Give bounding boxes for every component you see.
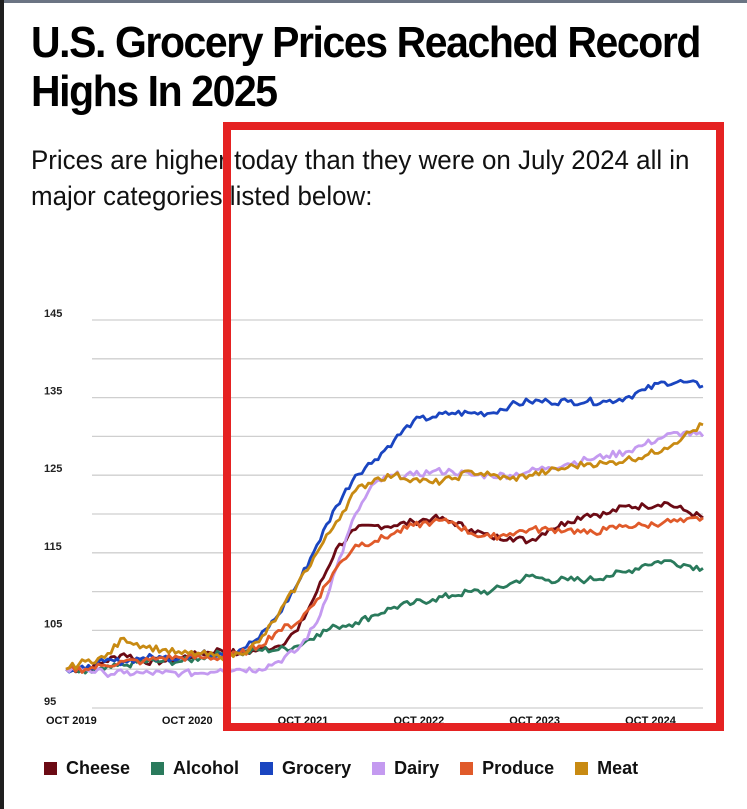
legend-label: Produce	[482, 758, 555, 778]
gridlines	[92, 319, 703, 709]
series-line-alcohol	[65, 559, 704, 675]
legend-item-alcohol: Alcohol	[151, 758, 239, 779]
series-line-dairy	[65, 430, 705, 679]
legend-swatch-produce	[460, 762, 474, 775]
y-tick-label: 125	[44, 463, 62, 475]
legend-item-produce: Produce	[460, 758, 554, 779]
legend-label: Meat	[597, 758, 639, 778]
window-left-edge	[0, 0, 4, 809]
series-line-produce	[65, 515, 704, 674]
legend-item-cheese: Cheese	[44, 758, 130, 779]
legend-swatch-cheese	[44, 762, 57, 775]
y-tick-label: 145	[44, 308, 62, 320]
legend-swatch-dairy	[372, 762, 386, 775]
legend-item-grocery: Grocery	[260, 758, 351, 779]
legend-swatch-alcohol	[151, 762, 165, 775]
y-tick-label: 105	[44, 618, 62, 630]
series-lines	[65, 378, 705, 679]
x-tick-label: OCT 2022	[393, 715, 444, 727]
legend-label: Cheese	[66, 758, 131, 778]
series-line-cheese	[65, 500, 704, 674]
legend-label: Grocery	[282, 758, 352, 778]
legend-label: Dairy	[394, 758, 440, 778]
legend-label: Alcohol	[173, 758, 240, 778]
y-axis-ticks: 95 105 115 125 135 145	[44, 308, 62, 708]
x-tick-label: OCT 2020	[162, 715, 213, 727]
chart-subtitle: Prices are higher today than they were o…	[31, 145, 690, 211]
legend-item-meat: Meat	[575, 758, 638, 779]
x-tick-label: OCT 2024	[625, 715, 677, 727]
chart-title: U.S. Grocery Prices Reached Record Highs…	[31, 18, 701, 116]
x-tick-label: OCT 2023	[509, 715, 560, 727]
series-line-meat	[65, 422, 704, 671]
legend-item-dairy: Dairy	[372, 758, 439, 779]
x-tick-label: OCT 2019	[46, 715, 97, 727]
y-tick-label: 95	[44, 696, 56, 708]
chart-legend: Cheese Alcohol Grocery Dairy Produce Mea…	[44, 758, 659, 779]
legend-swatch-meat	[575, 762, 589, 775]
y-tick-label: 135	[44, 386, 62, 398]
x-axis-ticks: OCT 2019 OCT 2020 OCT 2021 OCT 2022 OCT 2023…	[46, 715, 677, 727]
y-tick-label: 115	[44, 541, 62, 553]
x-tick-label: OCT 2021	[278, 715, 329, 727]
legend-swatch-grocery	[260, 762, 274, 775]
window-top-bar	[0, 0, 747, 3]
